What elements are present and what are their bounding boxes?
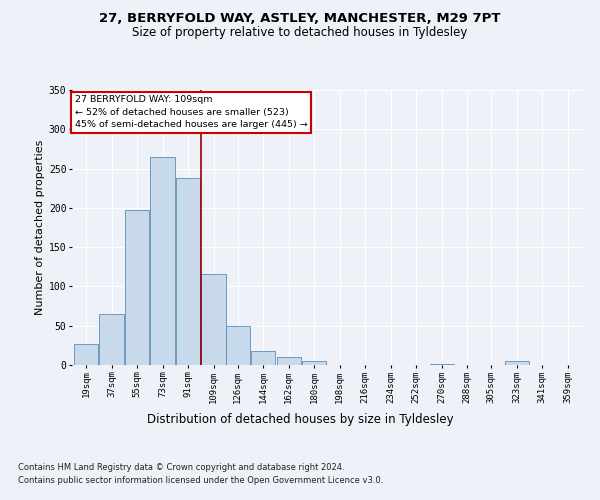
Y-axis label: Number of detached properties: Number of detached properties bbox=[35, 140, 44, 315]
Bar bbox=[277, 357, 301, 365]
Bar bbox=[151, 157, 175, 365]
Text: Size of property relative to detached houses in Tyldesley: Size of property relative to detached ho… bbox=[133, 26, 467, 39]
Bar bbox=[125, 210, 149, 365]
Text: 27 BERRYFOLD WAY: 109sqm
← 52% of detached houses are smaller (523)
45% of semi-: 27 BERRYFOLD WAY: 109sqm ← 52% of detach… bbox=[75, 96, 308, 130]
Bar bbox=[302, 361, 326, 365]
Bar bbox=[505, 361, 529, 365]
Bar bbox=[251, 351, 275, 365]
Text: Distribution of detached houses by size in Tyldesley: Distribution of detached houses by size … bbox=[146, 412, 454, 426]
Bar bbox=[100, 314, 124, 365]
Bar bbox=[202, 274, 226, 365]
Bar bbox=[226, 326, 250, 365]
Bar bbox=[430, 364, 454, 365]
Bar bbox=[74, 344, 98, 365]
Text: Contains public sector information licensed under the Open Government Licence v3: Contains public sector information licen… bbox=[18, 476, 383, 485]
Bar bbox=[176, 178, 200, 365]
Text: Contains HM Land Registry data © Crown copyright and database right 2024.: Contains HM Land Registry data © Crown c… bbox=[18, 462, 344, 471]
Text: 27, BERRYFOLD WAY, ASTLEY, MANCHESTER, M29 7PT: 27, BERRYFOLD WAY, ASTLEY, MANCHESTER, M… bbox=[99, 12, 501, 26]
